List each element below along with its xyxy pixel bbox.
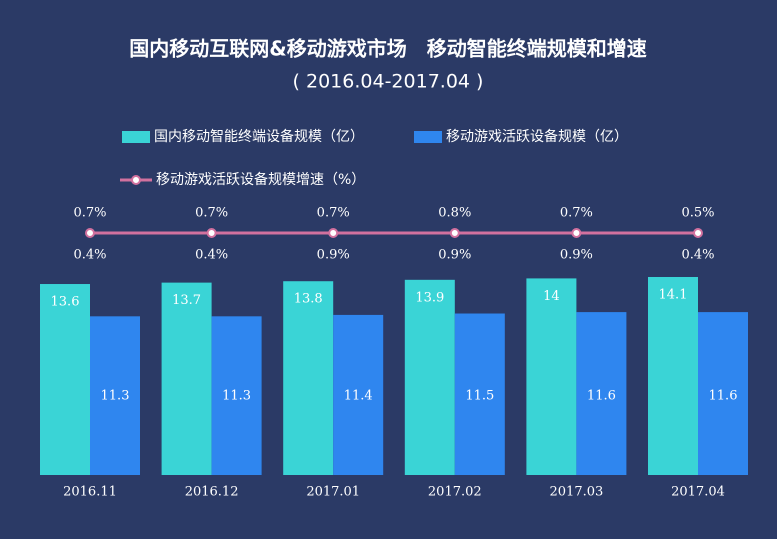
rate-label: 0.7% <box>195 206 228 221</box>
rate-label: 0.8% <box>438 206 471 221</box>
rate-lower-label: 0.9% <box>438 248 471 263</box>
bar <box>333 314 384 475</box>
x-tick-label: 2017.01 <box>306 485 360 500</box>
rate-lower-label: 0.4% <box>73 248 106 263</box>
legend-swatch <box>122 131 150 143</box>
rate-marker <box>449 228 460 238</box>
legend-label: 国内移动智能终端设备规模（亿） <box>154 128 364 145</box>
value-label: 13.9 <box>415 290 444 305</box>
value-label: 11.6 <box>709 389 738 404</box>
bar <box>454 313 505 475</box>
value-label: 13.7 <box>172 293 201 308</box>
bar <box>648 277 698 475</box>
value-label: 11.4 <box>344 389 373 404</box>
rate-marker <box>571 228 582 238</box>
x-tick-label: 2016.11 <box>63 485 117 500</box>
x-tick-label: 2017.02 <box>428 485 482 500</box>
rate-marker <box>328 228 339 238</box>
bar <box>526 278 577 475</box>
chart-title: 国内移动互联网&移动游戏市场 移动智能终端规模和增速 <box>129 37 646 61</box>
rate-marker <box>206 228 217 238</box>
value-label: 14.1 <box>659 288 688 303</box>
value-label: 11.3 <box>101 389 130 404</box>
bar <box>283 281 334 475</box>
rate-lower-label: 0.4% <box>195 248 228 263</box>
rate-lower-label: 0.9% <box>317 248 350 263</box>
legend-label: 移动游戏活跃设备规模（亿） <box>446 128 628 145</box>
legend-label: 移动游戏活跃设备规模增速（%） <box>156 171 365 188</box>
bar <box>404 279 455 475</box>
rate-label: 0.7% <box>73 206 106 221</box>
x-tick-label: 2017.03 <box>550 485 604 500</box>
bar <box>211 316 262 475</box>
rate-lower-label: 0.4% <box>681 248 714 263</box>
x-tick-label: 2017.04 <box>671 485 725 500</box>
legend-swatch <box>414 131 442 143</box>
value-label: 11.5 <box>465 389 494 404</box>
bar <box>576 312 627 475</box>
legend-marker <box>131 175 141 185</box>
bar <box>698 312 748 475</box>
value-label: 11.6 <box>587 389 616 404</box>
chart-subtitle: ( 2016.04-2017.04 ) <box>293 71 484 93</box>
rate-label: 0.7% <box>560 206 593 221</box>
bar <box>161 282 212 475</box>
rate-label: 0.5% <box>681 206 714 221</box>
x-tick-label: 2016.12 <box>185 485 239 500</box>
value-label: 13.8 <box>294 292 323 307</box>
value-label: 14 <box>543 289 560 304</box>
rate-label: 0.7% <box>317 206 350 221</box>
value-label: 11.3 <box>222 389 251 404</box>
bar <box>40 284 90 475</box>
rate-marker <box>693 228 703 238</box>
value-label: 13.6 <box>51 295 80 310</box>
bar <box>90 316 140 475</box>
rate-marker <box>85 228 95 238</box>
rate-lower-label: 0.9% <box>560 248 593 263</box>
